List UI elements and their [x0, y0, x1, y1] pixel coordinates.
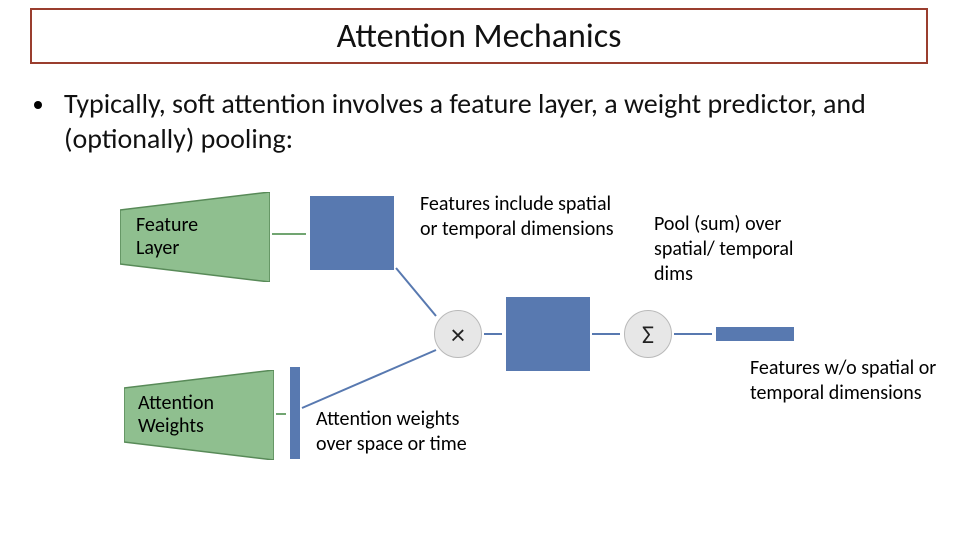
diagram-area: FeatureLayer AttentionWeights × Σ Featur… [0, 0, 958, 540]
attention-weights-label-text: AttentionWeights [138, 391, 214, 438]
feature-layer-label-text: FeatureLayer [136, 213, 198, 260]
attention-weights-label: AttentionWeights [124, 392, 274, 438]
arrows-layer [0, 0, 958, 540]
feature-layer-label: FeatureLayer [120, 214, 270, 260]
